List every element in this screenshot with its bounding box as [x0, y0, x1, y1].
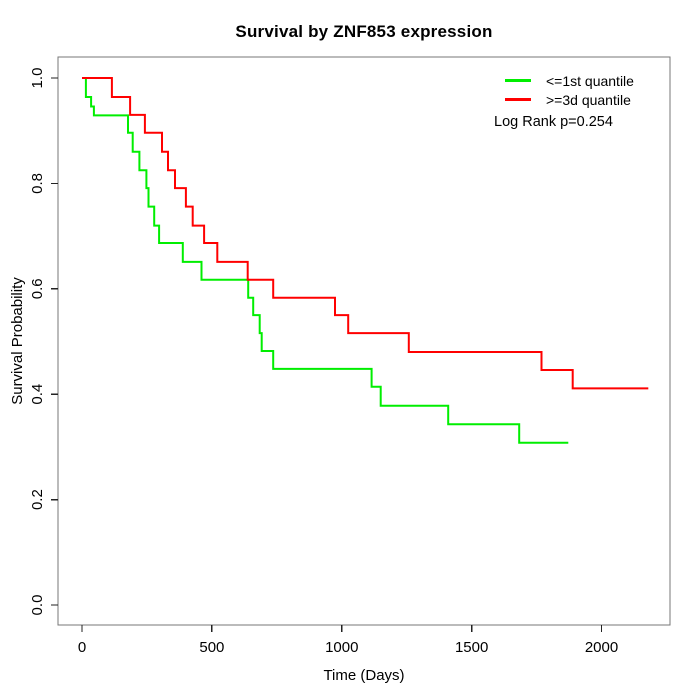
km-curve-first-quantile	[82, 77, 569, 444]
y-tick-label: 0.6	[29, 278, 46, 299]
y-tick-label: 0.8	[29, 173, 46, 194]
red-line-swatch	[505, 98, 531, 101]
green-line-swatch	[505, 79, 531, 82]
y-tick-label: 0.0	[29, 595, 46, 616]
legend: <=1st quantile >=3d quantile	[505, 71, 634, 109]
chart-title: Survival by ZNF853 expression	[235, 22, 493, 41]
legend-label: >=3d quantile	[546, 91, 631, 108]
x-tick-label: 500	[199, 639, 224, 656]
x-axis-title: Time (Days)	[323, 667, 405, 684]
plot-border	[57, 56, 671, 626]
log-rank-annotation: Log Rank p=0.254	[494, 114, 613, 130]
x-tick-label: 0	[78, 639, 86, 656]
x-tick-label: 2000	[585, 639, 618, 656]
x-tick-label: 1500	[455, 639, 488, 656]
legend-entry-first-quantile: <=1st quantile	[505, 71, 634, 90]
legend-label: <=1st quantile	[546, 72, 634, 89]
km-curve-third-quantile	[82, 77, 649, 390]
x-tick-label: 1000	[325, 639, 358, 656]
y-tick-label: 0.4	[29, 384, 46, 405]
y-axis-title: Survival Probability	[9, 277, 26, 405]
y-tick-label: 1.0	[29, 68, 46, 89]
y-tick-label: 0.2	[29, 489, 46, 510]
legend-entry-third-quantile: >=3d quantile	[505, 90, 634, 109]
